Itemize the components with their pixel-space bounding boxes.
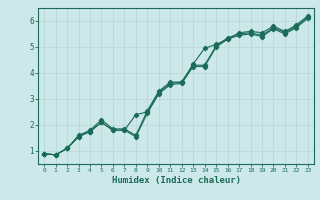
X-axis label: Humidex (Indice chaleur): Humidex (Indice chaleur) [111, 176, 241, 185]
